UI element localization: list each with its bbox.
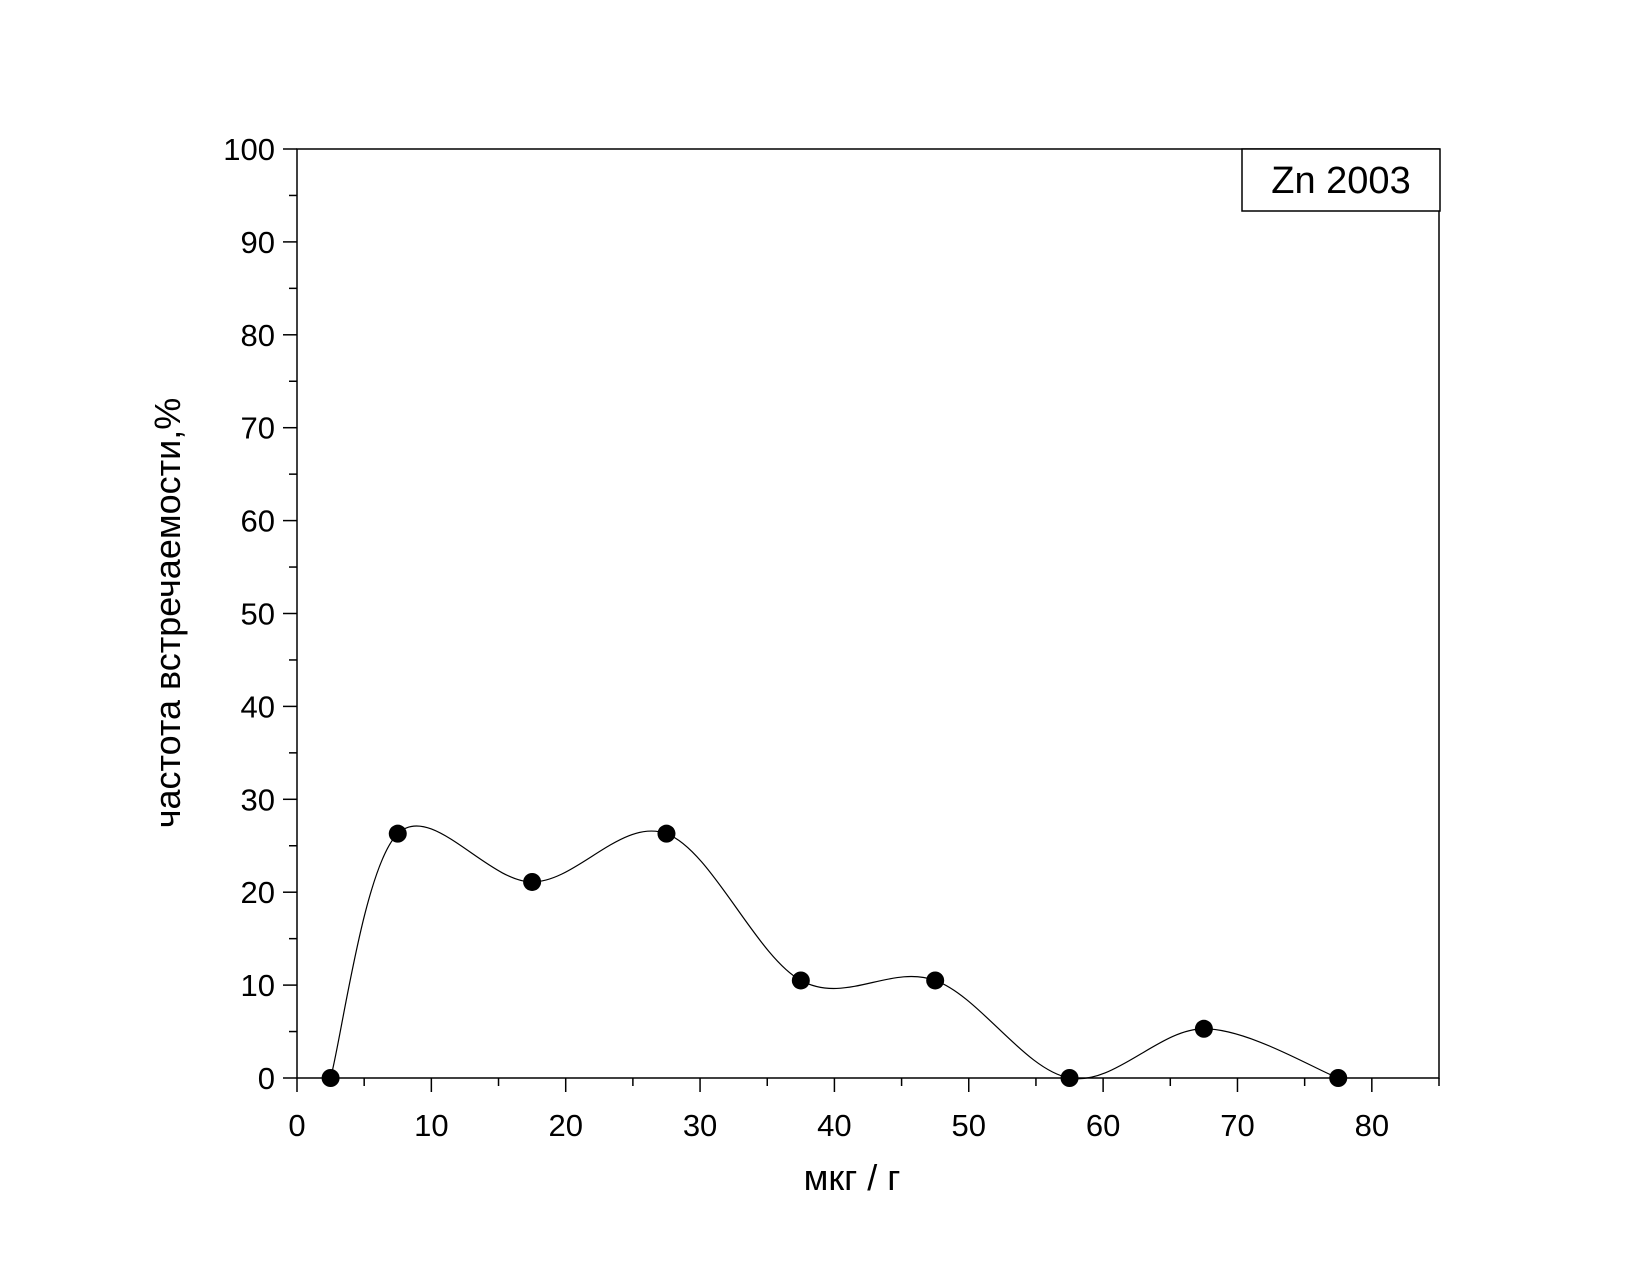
- y-tick-label: 90: [241, 225, 275, 260]
- data-point: [321, 1069, 340, 1087]
- x-tick-label: 80: [1355, 1108, 1389, 1143]
- legend-entry: Zn 2003: [1271, 160, 1410, 202]
- x-tick-label: 50: [952, 1108, 986, 1143]
- x-tick-label: 70: [1220, 1108, 1254, 1143]
- plot-frame: [296, 148, 1440, 1079]
- data-point: [926, 971, 945, 990]
- axis-ticks: [283, 148, 1440, 1092]
- data-point: [1194, 1019, 1213, 1038]
- series-markers: [321, 824, 1348, 1087]
- x-tick-label: 10: [414, 1108, 448, 1143]
- data-point: [657, 824, 676, 843]
- legend-box: [1241, 148, 1441, 212]
- y-tick-label: 20: [241, 875, 275, 910]
- y-axis-label: частота встречаемости,%: [147, 398, 188, 828]
- y-tick-label: 10: [241, 968, 275, 1003]
- y-tick-label: 80: [241, 318, 275, 353]
- y-tick-label: 40: [241, 689, 275, 724]
- y-tick-label: 50: [241, 597, 275, 632]
- x-tick-label: 20: [548, 1108, 582, 1143]
- x-tick-label: 40: [817, 1108, 851, 1143]
- data-point: [1329, 1069, 1348, 1087]
- y-tick-label: 60: [241, 504, 275, 539]
- data-point: [523, 872, 542, 891]
- x-tick-label: 0: [288, 1108, 305, 1143]
- y-tick-label: 70: [241, 411, 275, 446]
- y-tick-label: 0: [258, 1061, 275, 1096]
- legend: Zn 2003: [1241, 148, 1441, 212]
- series-curve: [330, 825, 1339, 1080]
- axis-tick-labels: 0 10 20 30 40 50 60 70 80 0 10 20 30 40 50 60 70 80 90 100: [223, 132, 1389, 1143]
- data-point: [791, 971, 810, 990]
- x-tick-label: 30: [683, 1108, 717, 1143]
- x-axis-label: мкг / г: [804, 1157, 901, 1198]
- x-tick-label: 60: [1086, 1108, 1120, 1143]
- data-point: [1060, 1069, 1079, 1087]
- y-tick-label: 30: [241, 782, 275, 817]
- y-tick-label: 100: [223, 132, 275, 167]
- data-point: [388, 824, 407, 843]
